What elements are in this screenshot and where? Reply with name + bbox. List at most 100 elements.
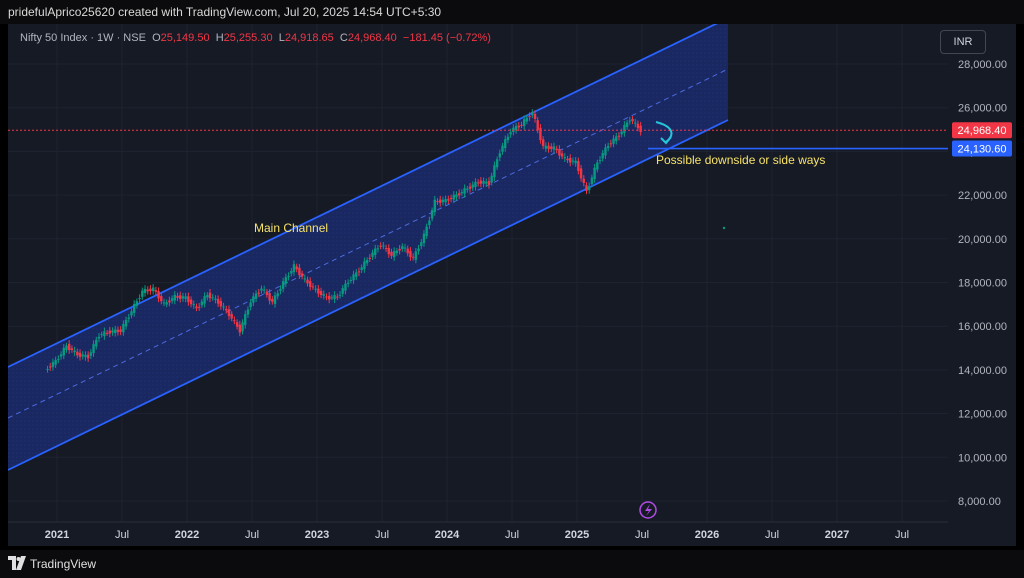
candle-body: [111, 330, 114, 333]
candle-body: [287, 275, 290, 277]
candle-body: [151, 287, 155, 292]
flash-bolt-icon: [645, 504, 652, 516]
candle-body: [322, 294, 325, 296]
candle-body: [325, 296, 328, 298]
candle-body: [49, 366, 52, 368]
flash-icon[interactable]: [639, 501, 657, 519]
close-value: 24,968.40: [347, 32, 397, 44]
candle-body: [533, 113, 537, 119]
chart-svg[interactable]: Main Channel Possible downside or side w…: [8, 24, 1016, 546]
candle-body: [604, 147, 607, 156]
candle-body: [563, 157, 567, 159]
candle-body: [219, 300, 223, 307]
currency-button[interactable]: INR: [940, 30, 986, 54]
candle-body: [235, 322, 239, 327]
candle-body: [509, 132, 512, 135]
y-tick-label: 26,000.00: [958, 103, 1007, 115]
candle-body: [547, 145, 550, 150]
footer-bar: TradingView: [0, 550, 1024, 578]
candle-body: [517, 125, 520, 128]
candle-body: [271, 299, 274, 302]
y-axis-panel[interactable]: [948, 24, 1016, 522]
candle-body: [211, 297, 214, 299]
candle-body: [449, 198, 453, 200]
x-tick-label: 2023: [305, 529, 329, 541]
candle-body: [57, 359, 60, 361]
candle-body: [609, 143, 613, 145]
candle-body: [303, 278, 307, 280]
y-tick-label: 8,000.00: [958, 496, 1001, 508]
candle-body: [227, 309, 231, 317]
open-value: 25,149.50: [160, 32, 210, 44]
channel-lower-line[interactable]: [8, 119, 729, 471]
candle-body: [555, 148, 558, 151]
candle-body: [281, 281, 285, 289]
x-tick-label: Jul: [895, 529, 909, 541]
candle-body: [214, 298, 217, 300]
candle-body: [124, 319, 128, 327]
candle-body: [314, 288, 317, 290]
candle-body: [552, 146, 556, 150]
y-tick-label: 18,000.00: [958, 278, 1007, 290]
price-tags: 24,968.40 24,130.60: [952, 122, 1012, 157]
candle-body: [273, 295, 277, 304]
candle-body: [192, 304, 195, 306]
x-tick-label: Jul: [765, 529, 779, 541]
candle-body: [143, 288, 147, 294]
candle-body: [54, 359, 57, 365]
x-tick-label: Jul: [245, 529, 259, 541]
candle-body: [506, 136, 510, 141]
close-label: C: [339, 32, 348, 44]
candle-body: [108, 330, 112, 334]
x-tick-label: Jul: [115, 529, 129, 541]
y-tick-label: 10,000.00: [958, 452, 1007, 464]
price-tag-label: 24,130.60: [958, 144, 1007, 156]
candle-body: [62, 347, 65, 356]
candle-body: [290, 271, 293, 274]
candle-body: [360, 267, 363, 271]
candle-body: [615, 136, 618, 142]
price-tag-label: 24,968.40: [958, 125, 1007, 137]
candle-body: [401, 246, 404, 249]
candle-body: [406, 248, 409, 254]
candle-body: [295, 266, 298, 270]
candle-body: [577, 161, 580, 171]
candle-body: [84, 354, 87, 358]
x-tick-label: Jul: [375, 529, 389, 541]
candle-body: [81, 354, 84, 357]
candle-body: [430, 210, 434, 219]
candle-body: [103, 331, 106, 337]
candle-body: [455, 194, 458, 198]
candle-body: [276, 293, 279, 297]
symbol-legend: Nifty 50 Index · 1W · NSE O25,149.50 H25…: [20, 32, 491, 44]
candle-body: [157, 291, 160, 299]
candle-body: [65, 345, 68, 350]
high-label: H: [215, 32, 224, 44]
candle-body: [146, 289, 149, 292]
candle-body: [541, 139, 545, 146]
candle-body: [374, 248, 377, 256]
channel-upper-line[interactable]: [8, 24, 728, 368]
candle-body: [587, 186, 591, 190]
candle-body: [514, 126, 518, 131]
candle-body: [257, 292, 260, 294]
candle-body: [76, 351, 79, 356]
candle-body: [566, 158, 569, 161]
candle-body: [122, 324, 125, 333]
chart-area[interactable]: Main Channel Possible downside or side w…: [8, 24, 1016, 546]
candle-body: [208, 292, 212, 299]
candle-body: [268, 293, 271, 301]
candle-body: [569, 158, 572, 163]
marker-dot: [722, 226, 726, 230]
annotation-main-channel: Main Channel: [254, 221, 328, 235]
candle-body: [639, 125, 642, 132]
candle-body: [170, 298, 174, 301]
open-label: O: [152, 32, 161, 44]
candle-body: [138, 298, 141, 300]
x-tick-label: 2026: [695, 529, 719, 541]
candle-body: [349, 279, 353, 281]
candle-body: [544, 145, 548, 149]
candle-body: [46, 369, 49, 371]
candle-body: [197, 306, 201, 308]
candle-body: [241, 322, 244, 332]
